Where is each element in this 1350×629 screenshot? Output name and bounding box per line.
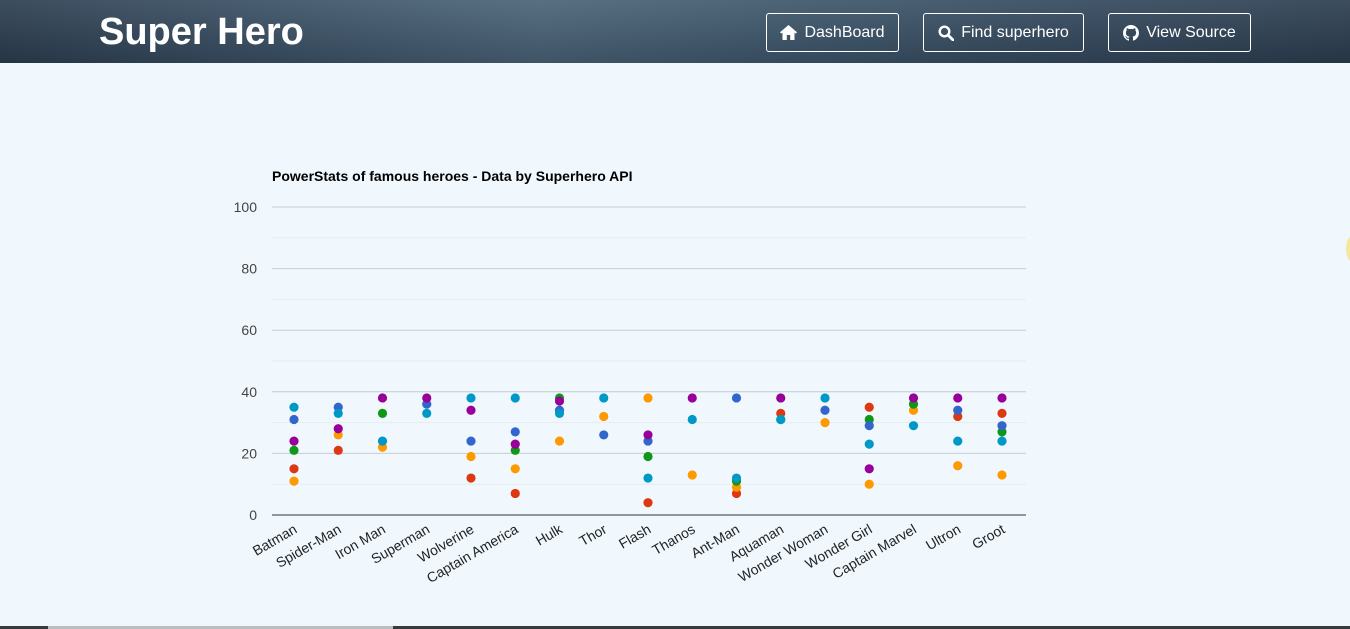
- data-point[interactable]: [820, 393, 830, 403]
- data-point[interactable]: [643, 430, 653, 440]
- dashboard-button-label: DashBoard: [804, 23, 885, 41]
- data-point[interactable]: [466, 436, 476, 446]
- data-point[interactable]: [864, 439, 874, 449]
- y-tick-label: 60: [241, 322, 257, 338]
- data-point[interactable]: [687, 393, 697, 403]
- data-point[interactable]: [466, 473, 476, 483]
- chart-title: PowerStats of famous heroes - Data by Su…: [272, 168, 632, 184]
- data-point[interactable]: [731, 393, 742, 403]
- x-tick-label: Ultron: [923, 521, 963, 554]
- data-point[interactable]: [377, 408, 388, 418]
- powerstats-chart-container: PowerStats of famous heroes - Data by Su…: [0, 63, 1350, 629]
- data-point[interactable]: [510, 427, 520, 437]
- data-point[interactable]: [554, 396, 565, 406]
- data-point[interactable]: [687, 414, 697, 425]
- data-point[interactable]: [997, 421, 1007, 431]
- app-title: Super Hero: [99, 11, 304, 53]
- data-point[interactable]: [953, 405, 963, 415]
- x-tick-label: Groot: [969, 521, 1007, 552]
- data-point[interactable]: [643, 451, 653, 462]
- data-point[interactable]: [599, 393, 609, 403]
- data-point[interactable]: [643, 498, 653, 508]
- data-point[interactable]: [820, 418, 830, 428]
- x-tick-label: Thor: [576, 521, 609, 549]
- data-point[interactable]: [864, 402, 874, 412]
- y-tick-label: 20: [241, 445, 257, 461]
- data-point[interactable]: [510, 393, 520, 403]
- data-point[interactable]: [289, 414, 299, 425]
- x-tick-label: Hulk: [533, 520, 566, 548]
- data-point[interactable]: [997, 393, 1007, 403]
- app-header: Super Hero DashBoard Find superhero View…: [0, 0, 1350, 63]
- data-point[interactable]: [289, 445, 299, 455]
- home-icon: [780, 25, 798, 40]
- data-point[interactable]: [908, 421, 919, 431]
- scrollbar-thumb[interactable]: [48, 626, 393, 629]
- data-point[interactable]: [333, 424, 343, 434]
- data-point[interactable]: [776, 393, 786, 403]
- data-point[interactable]: [289, 464, 299, 474]
- github-icon: [1123, 24, 1140, 41]
- data-point[interactable]: [466, 393, 476, 403]
- data-point[interactable]: [643, 473, 653, 483]
- find-superhero-button-label: Find superhero: [961, 23, 1069, 41]
- data-point[interactable]: [687, 470, 697, 480]
- data-point[interactable]: [599, 411, 609, 422]
- data-point[interactable]: [953, 436, 963, 446]
- data-point[interactable]: [997, 470, 1007, 480]
- view-source-button-label: View Source: [1146, 23, 1236, 41]
- dashboard-button[interactable]: DashBoard: [766, 13, 899, 52]
- powerstats-chart: PowerStats of famous heroes - Data by Su…: [234, 168, 1026, 586]
- data-point[interactable]: [997, 436, 1007, 446]
- data-point[interactable]: [466, 405, 476, 415]
- data-point[interactable]: [776, 414, 786, 425]
- data-point[interactable]: [333, 445, 343, 455]
- data-point[interactable]: [908, 393, 919, 403]
- data-point[interactable]: [289, 476, 299, 486]
- data-point[interactable]: [864, 479, 874, 489]
- data-point[interactable]: [997, 408, 1007, 418]
- data-point[interactable]: [510, 439, 520, 449]
- data-point[interactable]: [953, 461, 963, 471]
- data-point[interactable]: [820, 405, 830, 415]
- y-tick-label: 80: [241, 261, 257, 277]
- data-point[interactable]: [377, 393, 388, 403]
- data-point[interactable]: [510, 488, 520, 499]
- data-point[interactable]: [289, 436, 299, 446]
- search-icon: [938, 24, 955, 41]
- data-point[interactable]: [510, 464, 520, 474]
- data-point[interactable]: [422, 408, 432, 418]
- data-point[interactable]: [289, 402, 299, 412]
- data-point[interactable]: [643, 393, 653, 403]
- data-point[interactable]: [466, 451, 476, 462]
- view-source-button[interactable]: View Source: [1108, 13, 1251, 52]
- data-point[interactable]: [731, 473, 742, 483]
- data-point[interactable]: [333, 408, 343, 418]
- bottom-scrollbar[interactable]: [0, 626, 1350, 629]
- data-point[interactable]: [599, 430, 609, 440]
- data-point[interactable]: [554, 436, 565, 446]
- data-point[interactable]: [864, 421, 874, 431]
- find-superhero-button[interactable]: Find superhero: [923, 13, 1084, 52]
- y-tick-label: 0: [249, 507, 257, 523]
- y-tick-label: 40: [241, 384, 257, 400]
- data-point[interactable]: [554, 408, 565, 418]
- data-point[interactable]: [953, 393, 963, 403]
- data-point[interactable]: [864, 464, 874, 474]
- y-tick-label: 100: [234, 199, 258, 215]
- data-point[interactable]: [422, 393, 432, 403]
- edge-decoration: [1346, 237, 1350, 261]
- data-point[interactable]: [377, 436, 388, 446]
- x-tick-label: Flash: [616, 521, 654, 552]
